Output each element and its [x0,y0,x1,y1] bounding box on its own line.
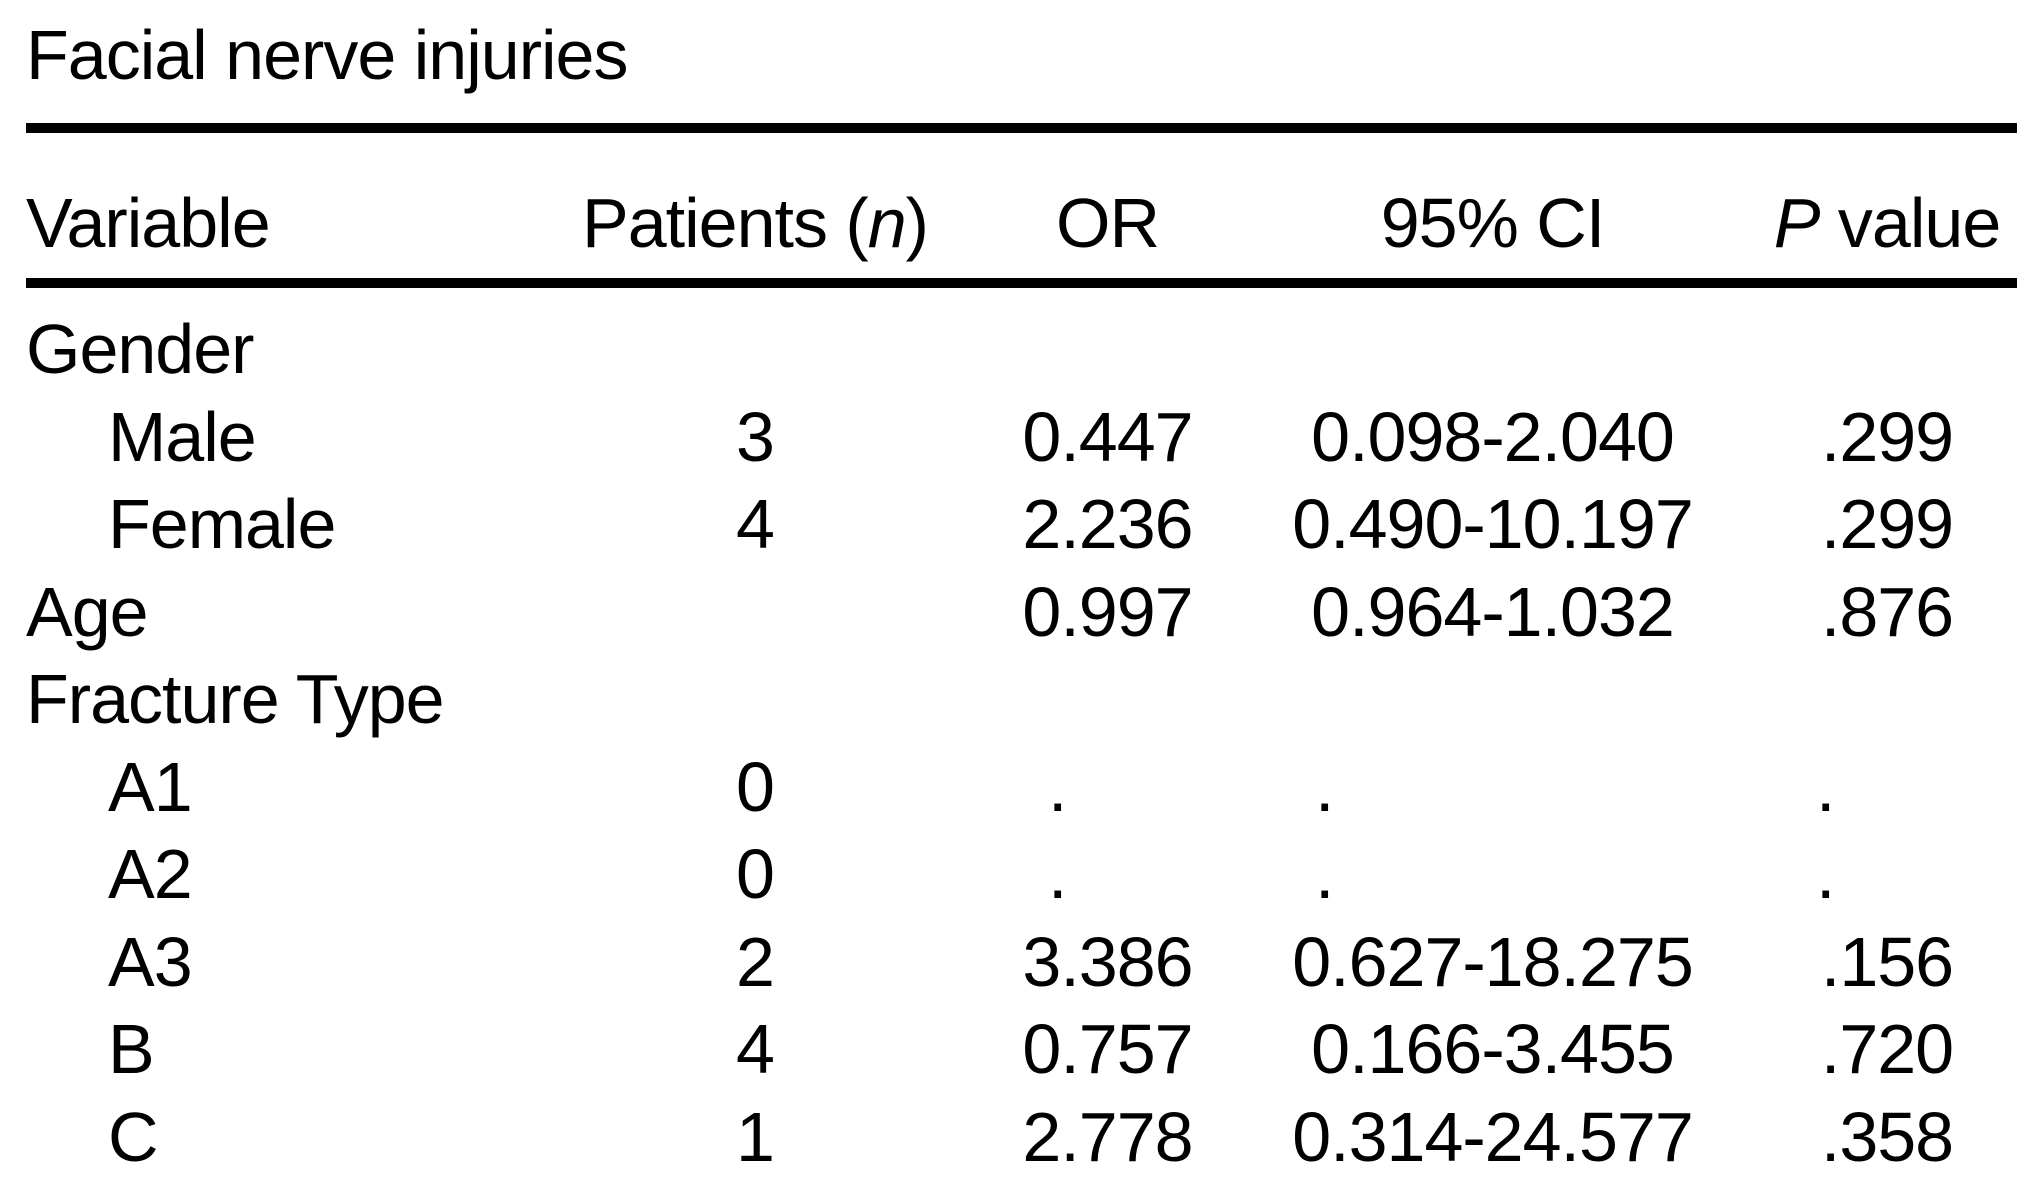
column-header-or: OR [1056,184,1160,262]
cell-pvalue: .299 [1820,485,1954,563]
cell-or: . [1048,835,1067,913]
cell-ci: 0.166-3.455 [1311,1010,1675,1088]
cell-pvalue: . [1816,835,1835,913]
cell-pvalue [1720,306,2034,394]
table-row-age: Age 0.997 0.964-1.032 .876 [0,569,2034,657]
cell-ci: 0.314-24.577 [1292,1097,1694,1176]
cell-patients: 2 [736,922,775,1001]
cell-ci: . [1315,835,1334,913]
cell-ci [1265,306,1720,394]
header-rule [26,278,2017,288]
cell-patients: 0 [736,747,775,826]
cell-pvalue: .156 [1820,922,1954,1001]
cell-variable: Gender [26,310,254,388]
table-title: Facial nerve injuries [26,16,628,94]
cell-ci: . [1315,747,1334,826]
table-row-c: C 1 2.778 0.314-24.577 .358 [0,1094,2034,1182]
table-row-b: B 4 0.757 0.166-3.455 .720 [0,1006,2034,1094]
cell-variable: Fracture Type [26,660,445,738]
cell-variable: A1 [108,747,193,826]
cell-pvalue: .876 [1820,572,1954,651]
column-header-patients: Patients (n) [560,184,950,278]
cell-patients: 1 [736,1097,775,1176]
p-italic: P [1773,184,1821,262]
cell-or [950,306,1265,394]
cell-variable: A3 [108,922,193,1001]
column-header-ci: 95% CI [1380,184,1606,262]
table-header-row: Variable Patients (n) OR 95% CI P value [0,133,2034,278]
table-row-a2: A2 0 . . . [0,831,2034,919]
cell-ci [1265,656,1720,744]
cell-patients: 0 [736,835,775,913]
cell-patients: 4 [736,1010,775,1088]
table-row-gender: Gender [0,306,2034,394]
patients-label-prefix: Patients ( [582,184,869,262]
cell-or: 0.447 [1022,397,1193,476]
cell-ci: 0.964-1.032 [1311,572,1675,651]
cell-or [950,656,1265,744]
table-row-male: Male 3 0.447 0.098-2.040 .299 [0,394,2034,482]
cell-or: 2.236 [1022,485,1193,563]
table-body: Gender Male 3 0.447 0.098-2.040 .299 Fem… [0,288,2034,1181]
cell-ci: 0.627-18.275 [1292,922,1694,1001]
cell-or: . [1048,747,1067,826]
cell-variable: Female [108,485,336,563]
patients-n-italic: n [867,184,907,262]
cell-patients [560,569,950,657]
cell-pvalue: . [1816,747,1835,826]
cell-pvalue [1720,656,2034,744]
cell-pvalue: .358 [1820,1097,1954,1176]
cell-variable: C [108,1097,159,1176]
cell-or: 0.757 [1022,1010,1193,1088]
cell-patients [560,306,950,394]
table-row-a3: A3 2 3.386 0.627-18.275 .156 [0,919,2034,1007]
cell-variable: Age [26,572,149,651]
column-header-pvalue: P value [1720,184,2034,278]
p-value-rest: value [1819,184,2001,262]
table-row-a1: A1 0 . . . [0,744,2034,832]
cell-ci: 0.098-2.040 [1311,397,1675,476]
cell-variable: B [108,1010,155,1088]
table-row-female: Female 4 2.236 0.490-10.197 .299 [0,481,2034,569]
cell-pvalue: .299 [1820,397,1954,476]
cell-pvalue: .720 [1820,1010,1954,1088]
table-row-fracture-type: Fracture Type [0,656,2034,744]
cell-patients: 4 [736,485,775,563]
cell-patients: 3 [736,397,775,476]
cell-or: 2.778 [1022,1097,1193,1176]
cell-variable: A2 [108,835,193,913]
cell-or: 0.997 [1022,572,1193,651]
cell-or: 3.386 [1022,922,1193,1001]
top-rule [26,123,2017,133]
cell-variable: Male [108,397,257,476]
column-header-variable: Variable [26,184,271,262]
cell-patients [560,656,950,744]
patients-label-suffix: ) [905,184,929,262]
cell-ci: 0.490-10.197 [1292,485,1694,563]
